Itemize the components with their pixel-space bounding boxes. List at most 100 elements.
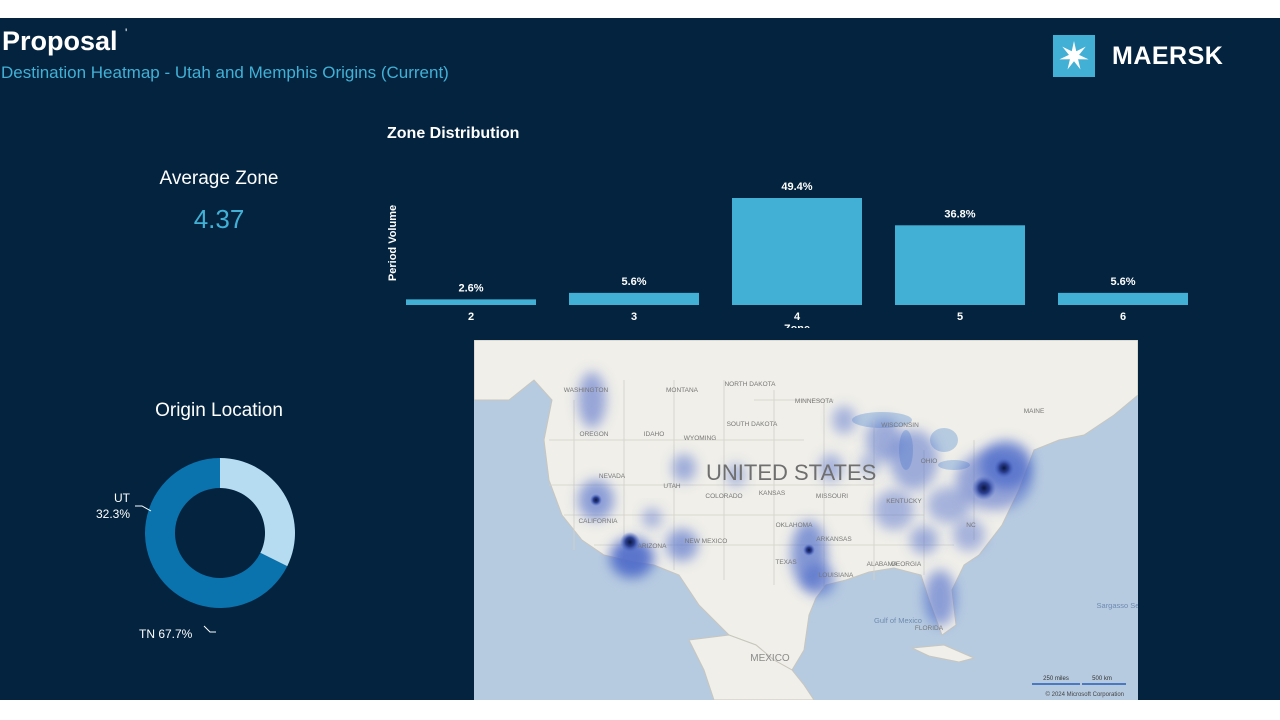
mexico-label: MEXICO <box>750 653 790 664</box>
state-label: NEW MEXICO <box>685 538 728 545</box>
heat-hotspot <box>972 476 996 500</box>
map-country-label: UNITED STATES <box>706 460 876 485</box>
page-subtitle: Destination Heatmap - Utah and Memphis O… <box>1 63 449 82</box>
x-tick-label: 3 <box>631 311 637 323</box>
state-label: WASHINGTON <box>564 387 609 394</box>
state-label: WYOMING <box>684 435 717 442</box>
state-label: ARIZONA <box>638 543 668 550</box>
x-tick-label: 5 <box>957 311 963 323</box>
heat-blob <box>924 570 956 626</box>
lake-huron <box>930 428 958 452</box>
cuba-land <box>910 644 976 663</box>
state-label: TEXAS <box>775 559 797 566</box>
heat-hotspot <box>620 532 640 552</box>
x-tick-label: 4 <box>794 311 801 323</box>
heat-blob <box>910 526 938 554</box>
heat-blob <box>890 430 938 490</box>
scale-miles-label: 250 miles <box>1043 676 1069 682</box>
state-label: NEVADA <box>599 473 626 480</box>
state-label: COLORADO <box>705 493 742 500</box>
heat-layer <box>578 372 1032 626</box>
origin-location-title: Origin Location <box>155 400 283 421</box>
donut-slice-tn[interactable] <box>145 458 288 608</box>
data-label: 5.6% <box>1110 276 1135 288</box>
heat-blob <box>642 508 662 528</box>
state-label: NORTH DAKOTA <box>724 381 776 388</box>
scale-bar-miles <box>1032 683 1080 685</box>
x-tick-label: 6 <box>1120 311 1126 323</box>
donut-label-tn: TN 67.7% <box>139 627 193 641</box>
data-label: 5.6% <box>621 276 646 288</box>
x-tick-label: 2 <box>468 311 474 323</box>
heat-blob <box>578 372 606 428</box>
x-axis-label: Zone <box>784 323 810 328</box>
donut-label-ut-name: UT <box>114 491 131 505</box>
heat-blob <box>803 564 835 596</box>
dashboard-slide: Proposal ' Destination Heatmap - Utah an… <box>0 18 1280 700</box>
bar-zone-5[interactable] <box>895 225 1025 305</box>
heat-blob <box>610 538 654 578</box>
destination-heatmap[interactable]: UNITED STATES WASHINGTON OREGON IDAHO MONTAN… <box>474 340 1138 700</box>
heat-blob <box>726 463 746 487</box>
gulf-label: Gulf of Mexico <box>874 616 922 625</box>
state-label: OREGON <box>580 431 609 438</box>
bar-zone-2[interactable] <box>406 299 536 305</box>
mexico-land <box>688 634 815 700</box>
donut-slice-ut[interactable] <box>220 458 295 567</box>
heat-blob <box>832 406 856 434</box>
bar-zone-4[interactable] <box>732 198 862 305</box>
seven-point-star-icon <box>1053 35 1095 77</box>
state-label: MISSOURI <box>816 493 848 500</box>
state-label: MAINE <box>1024 408 1045 415</box>
average-zone-value: 4.37 <box>193 204 245 234</box>
bar-zone-3[interactable] <box>569 292 699 305</box>
bar-zone-6[interactable] <box>1058 292 1188 305</box>
state-label: CALIFORNIA <box>578 518 618 525</box>
heat-blob <box>927 487 971 523</box>
heat-blob <box>672 454 696 482</box>
zone-distribution-title: Zone Distribution <box>387 125 520 142</box>
state-label: LOUISIANA <box>819 572 854 579</box>
heat-blob <box>666 529 698 561</box>
state-label: KENTUCKY <box>886 498 922 505</box>
maersk-logo: MAERSK <box>1053 35 1223 77</box>
state-label: FLORIDA <box>915 625 944 632</box>
heat-blob <box>953 519 985 551</box>
state-label: NC <box>966 522 976 529</box>
data-label: 2.6% <box>458 282 483 294</box>
scale-km-label: 500 km <box>1092 676 1112 682</box>
sargasso-label: Sargasso Se <box>1097 601 1138 610</box>
title-mark: ' <box>125 26 128 40</box>
state-label: KANSAS <box>759 490 786 497</box>
state-label: ALABAMA <box>867 561 898 568</box>
state-label: OKLAHOMA <box>776 522 814 529</box>
heat-blob <box>874 490 914 530</box>
heat-hotspot <box>803 544 815 556</box>
state-label: OHIO <box>921 458 938 465</box>
donut-label-ut-value: 32.3% <box>96 507 130 521</box>
state-label: GEORGIA <box>891 561 922 568</box>
heat-blob <box>819 454 843 482</box>
state-label: SOUTH DAKOTA <box>727 421 778 428</box>
state-label: MONTANA <box>666 387 699 394</box>
origin-location-donut: UT 32.3% TN 67.7% <box>96 458 295 641</box>
zone-distribution-chart: Period Volume 2.6% 2 5.6% 3 49.4% 4 36.8% 5 5.6% 6… <box>387 181 1188 328</box>
state-label: ARKANSAS <box>816 536 852 543</box>
y-axis-label: Period Volume <box>387 205 399 281</box>
heat-blob <box>859 455 879 475</box>
state-label: WISCONSIN <box>881 422 919 429</box>
data-label: 49.4% <box>781 181 812 193</box>
heat-hotspot <box>590 494 602 506</box>
data-label: 36.8% <box>944 208 975 220</box>
logo-text: MAERSK <box>1112 41 1224 70</box>
star-shape <box>1059 41 1089 70</box>
map-copyright: © 2024 Microsoft Corporation <box>1046 691 1124 698</box>
ut-leader-line <box>135 505 152 512</box>
state-label: UTAH <box>663 483 681 490</box>
average-zone-label: Average Zone <box>159 168 279 189</box>
tn-leader-line <box>203 625 216 633</box>
page-title: Proposal ' <box>2 26 128 56</box>
state-label: MINNESOTA <box>795 398 834 405</box>
scale-bar-km <box>1082 683 1126 685</box>
state-label: IDAHO <box>644 431 665 438</box>
